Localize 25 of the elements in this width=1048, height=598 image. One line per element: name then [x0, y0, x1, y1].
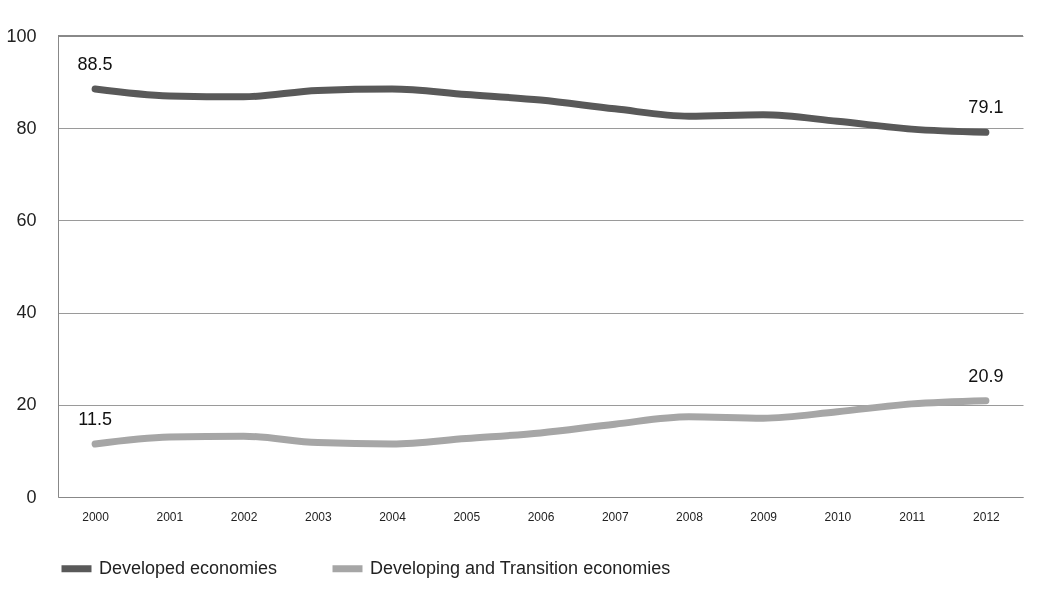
data-label: 88.5: [77, 54, 113, 75]
y-tick-label: 0: [26, 486, 37, 507]
y-tick-label: 40: [16, 302, 37, 323]
x-tick-label: 2008: [676, 509, 704, 524]
x-tick-label: 2002: [230, 509, 258, 524]
x-tick-label: 2000: [82, 509, 110, 524]
data-label: 11.5: [78, 408, 112, 429]
x-tick-label: 2004: [379, 509, 407, 524]
y-tick-label: 60: [16, 209, 37, 230]
y-tick-label: 100: [6, 25, 37, 46]
x-tick-label: 2009: [750, 509, 778, 524]
y-tick-label: 20: [16, 394, 37, 415]
x-tick-label: 2011: [899, 509, 926, 524]
x-tick-label: 2001: [156, 509, 184, 524]
x-tick-label: 2007: [601, 509, 629, 524]
x-tick-label: 2003: [304, 509, 332, 524]
x-tick-label: 2006: [527, 509, 555, 524]
y-tick-label: 80: [16, 117, 37, 138]
x-tick-label: 2010: [824, 509, 852, 524]
legend-label: Developed economies: [99, 557, 278, 578]
x-tick-label: 2005: [453, 509, 481, 524]
x-tick-label: 2012: [973, 509, 1001, 524]
data-label: 79.1: [968, 97, 1004, 118]
legend-label: Developing and Transition economies: [370, 557, 671, 578]
data-label: 20.9: [968, 365, 1004, 386]
